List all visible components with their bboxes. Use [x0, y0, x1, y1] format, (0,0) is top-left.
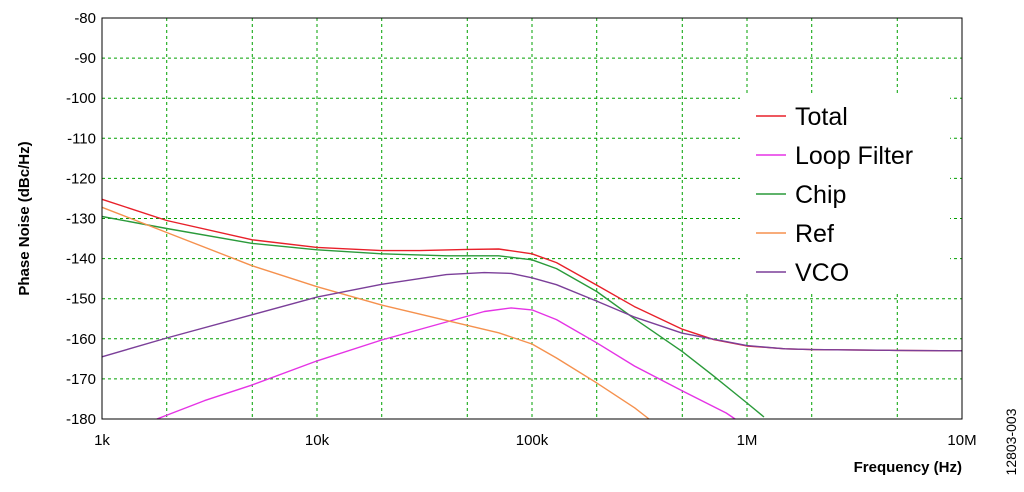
y-tick-label: -140 [66, 251, 96, 268]
y-tick-label: -120 [66, 170, 96, 187]
x-tick-label: 1k [94, 432, 110, 449]
y-tick-labels: -80 -90 -100 -110 -120 -130 -140 -150 -160 -170 -1… [66, 10, 96, 428]
legend-background [740, 96, 950, 294]
series-line-vco [101, 271, 963, 358]
y-tick-label: -90 [74, 50, 96, 67]
legend-label: Chip [795, 181, 846, 209]
x-tick-label: 1M [737, 432, 758, 449]
y-tick-label: -130 [66, 211, 96, 228]
y-tick-label: -180 [66, 411, 96, 428]
series-layer [101, 198, 963, 420]
legend-label: Loop Filter [795, 142, 913, 170]
series-line-ref [101, 206, 650, 420]
x-tick-labels: 1k 10k 100k 1M 10M [94, 432, 977, 449]
figure-id: 12803-003 [1003, 408, 1019, 475]
y-tick-label: -110 [67, 130, 96, 147]
series-line-chip [101, 215, 765, 418]
legend: Total Loop Filter Chip Ref VCO [740, 96, 950, 294]
x-tick-label: 100k [516, 432, 549, 449]
plot-frame [101, 17, 963, 420]
legend-label: Total [795, 103, 848, 131]
y-axis-title: Phase Noise (dBc/Hz) [16, 141, 33, 295]
legend-label: Ref [795, 220, 834, 248]
y-tick-label: -80 [74, 10, 96, 27]
series-line-loop-filter [156, 307, 736, 420]
x-tick-label: 10M [947, 432, 976, 449]
y-tick-label: -160 [66, 331, 96, 348]
y-tick-label: -150 [66, 291, 96, 308]
legend-label: VCO [795, 259, 849, 287]
x-tick-label: 10k [305, 432, 330, 449]
x-axis-title: Frequency (Hz) [854, 459, 962, 476]
y-tick-label: -170 [66, 371, 96, 388]
y-tick-label: -100 [66, 90, 96, 107]
